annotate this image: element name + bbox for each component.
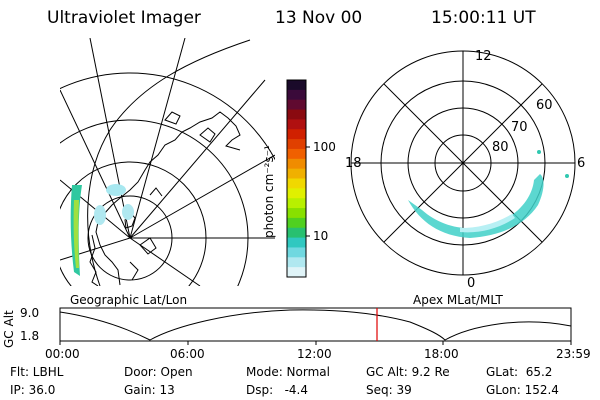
altitude-xtick-1200: 12:00 bbox=[297, 347, 332, 361]
colorbar-segment bbox=[287, 217, 306, 229]
colorbar-segment bbox=[287, 247, 306, 258]
colorbar-segment bbox=[287, 267, 306, 278]
ip-info: IP: 36.0 bbox=[10, 383, 56, 397]
mlat-label-80: 80 bbox=[492, 140, 509, 155]
mlat-label-60: 60 bbox=[536, 98, 553, 113]
mlt-label-6: 6 bbox=[577, 156, 586, 171]
colorbar-segment bbox=[287, 89, 306, 101]
dsp-info: Dsp: -4.4 bbox=[246, 383, 309, 397]
colorbar-segment bbox=[287, 188, 306, 199]
geographic-lat-info: GLat: 65.2 bbox=[486, 365, 553, 379]
altitude-ytick-bottom: 1.8 bbox=[20, 329, 40, 343]
altitude-ylabel: GC Alt bbox=[2, 310, 16, 348]
colorbar-segment bbox=[287, 158, 306, 170]
colorbar-segment bbox=[287, 119, 306, 130]
colorbar-segment bbox=[287, 129, 306, 140]
colorbar-segment bbox=[287, 80, 306, 91]
altitude-xtick-2359: 23:59 bbox=[556, 347, 591, 361]
colorbar-segment bbox=[287, 227, 306, 239]
altitude-xtick-0600: 06:00 bbox=[170, 347, 205, 361]
mlt-label-12: 12 bbox=[475, 49, 492, 64]
time-label: 15:00:11 UT bbox=[431, 8, 536, 28]
colorbar-tick-10: 10 bbox=[313, 229, 329, 243]
mlat-label-70: 70 bbox=[511, 120, 528, 135]
colorbar-tick-100: 100 bbox=[313, 140, 336, 154]
door-info: Door: Open bbox=[124, 365, 193, 379]
colorbar-segment bbox=[287, 168, 306, 179]
geographic-lon-info: GLon: 152.4 bbox=[486, 383, 559, 397]
altitude-xtick-1800: 18:00 bbox=[424, 347, 459, 361]
filter-info: Flt: LBHL bbox=[10, 365, 64, 379]
geographic-panel-label: Geographic Lat/Lon bbox=[70, 293, 188, 307]
altitude-ytick-top: 9.0 bbox=[20, 306, 40, 320]
colorbar-segment bbox=[287, 257, 306, 268]
date-label: 13 Nov 00 bbox=[275, 8, 363, 28]
mode-info: Mode: Normal bbox=[246, 365, 330, 379]
colorbar-segment bbox=[287, 109, 306, 120]
gain-info: Gain: 13 bbox=[124, 383, 175, 397]
colorbar-segment bbox=[287, 178, 306, 189]
apex-panel-label: Apex MLat/MLT bbox=[413, 293, 503, 307]
colorbar-segment bbox=[287, 139, 306, 150]
colorbar-segment bbox=[287, 208, 306, 219]
colorbar-segment bbox=[287, 198, 306, 209]
colorbar-segment bbox=[287, 237, 306, 248]
colorbar-segment bbox=[287, 99, 306, 111]
gc-altitude-info: GC Alt: 9.2 Re bbox=[366, 365, 450, 379]
instrument-title: Ultraviolet Imager bbox=[47, 8, 201, 28]
sequence-info: Seq: 39 bbox=[366, 383, 412, 397]
colorbar-unit-label: photon cm⁻²s⁻¹ bbox=[262, 145, 276, 238]
mlt-label-18: 18 bbox=[345, 156, 362, 171]
colorbar-segment bbox=[287, 148, 306, 160]
altitude-xtick-0000: 00:00 bbox=[45, 347, 80, 361]
mlt-label-0: 0 bbox=[467, 276, 476, 291]
